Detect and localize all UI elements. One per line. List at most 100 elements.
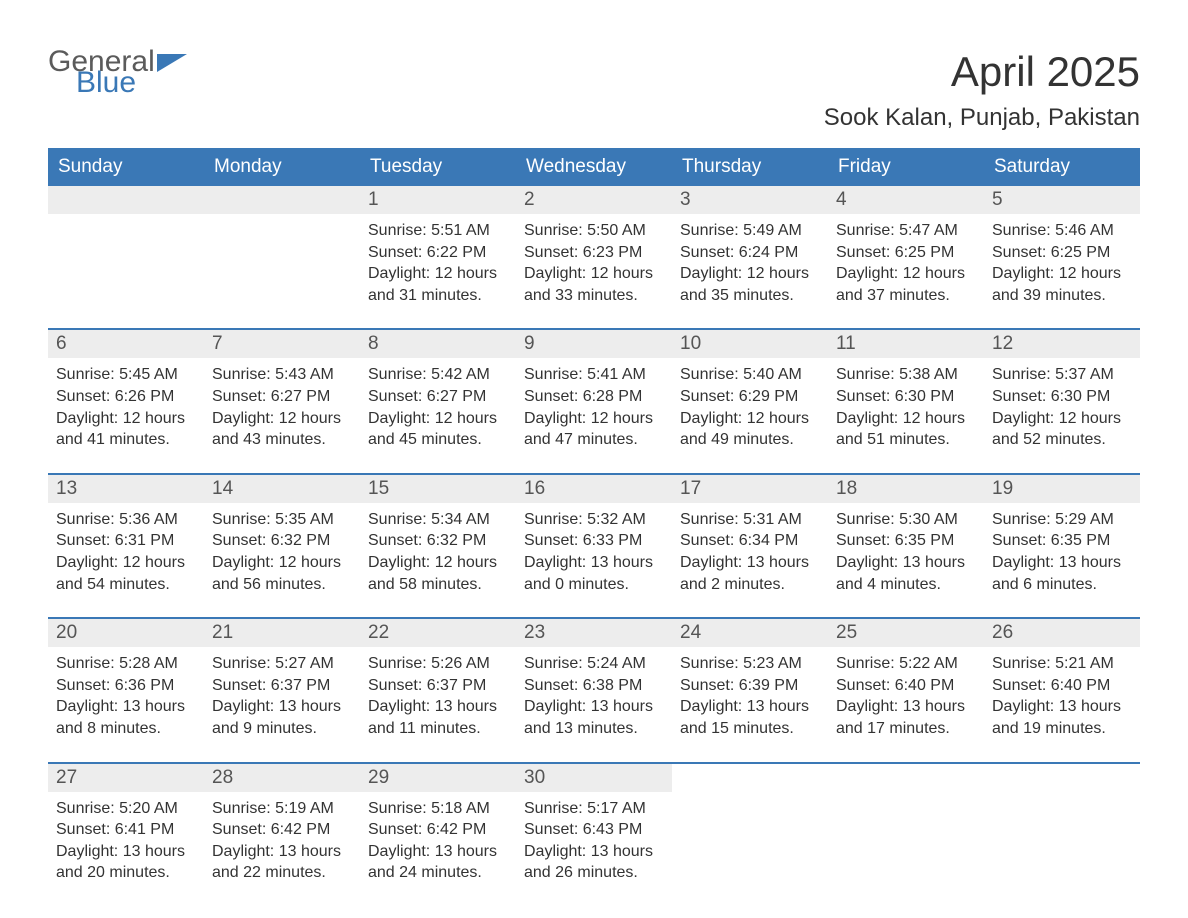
calendar-day: 21Sunrise: 5:27 AMSunset: 6:37 PMDayligh… [204,619,360,761]
day-body: Sunrise: 5:19 AMSunset: 6:42 PMDaylight:… [204,792,360,906]
day-sunrise: Sunrise: 5:32 AM [524,509,664,531]
day-dl1: Daylight: 13 hours [524,841,664,863]
calendar-day: 5Sunrise: 5:46 AMSunset: 6:25 PMDaylight… [984,186,1140,328]
day-body [48,214,204,314]
calendar-day: 28Sunrise: 5:19 AMSunset: 6:42 PMDayligh… [204,764,360,906]
calendar-day [204,186,360,328]
day-sunset: Sunset: 6:43 PM [524,819,664,841]
day-dl1: Daylight: 12 hours [992,263,1132,285]
day-sunrise: Sunrise: 5:31 AM [680,509,820,531]
day-dl1: Daylight: 12 hours [524,408,664,430]
day-sunset: Sunset: 6:30 PM [992,386,1132,408]
day-body: Sunrise: 5:22 AMSunset: 6:40 PMDaylight:… [828,647,984,761]
dow-sunday: Sunday [48,148,204,186]
day-sunset: Sunset: 6:36 PM [56,675,196,697]
day-dl1: Daylight: 13 hours [524,696,664,718]
calendar-day: 23Sunrise: 5:24 AMSunset: 6:38 PMDayligh… [516,619,672,761]
calendar-day: 17Sunrise: 5:31 AMSunset: 6:34 PMDayligh… [672,475,828,617]
day-number [828,764,984,792]
location-subtitle: Sook Kalan, Punjab, Pakistan [824,104,1140,132]
day-dl1: Daylight: 13 hours [992,552,1132,574]
day-body: Sunrise: 5:50 AMSunset: 6:23 PMDaylight:… [516,214,672,328]
day-dl1: Daylight: 12 hours [836,263,976,285]
day-number: 24 [672,619,828,647]
day-number: 17 [672,475,828,503]
day-sunrise: Sunrise: 5:41 AM [524,364,664,386]
day-dl1: Daylight: 12 hours [368,263,508,285]
day-dl1: Daylight: 13 hours [524,552,664,574]
day-sunrise: Sunrise: 5:22 AM [836,653,976,675]
day-sunrise: Sunrise: 5:30 AM [836,509,976,531]
day-number: 11 [828,330,984,358]
calendar-day [672,764,828,906]
calendar-week: 13Sunrise: 5:36 AMSunset: 6:31 PMDayligh… [48,473,1140,617]
day-dl2: and 2 minutes. [680,574,820,596]
day-sunset: Sunset: 6:40 PM [836,675,976,697]
day-sunrise: Sunrise: 5:45 AM [56,364,196,386]
calendar-day: 26Sunrise: 5:21 AMSunset: 6:40 PMDayligh… [984,619,1140,761]
day-sunrise: Sunrise: 5:35 AM [212,509,352,531]
day-body: Sunrise: 5:34 AMSunset: 6:32 PMDaylight:… [360,503,516,617]
day-number [48,186,204,214]
day-dl2: and 54 minutes. [56,574,196,596]
day-body: Sunrise: 5:49 AMSunset: 6:24 PMDaylight:… [672,214,828,328]
day-body: Sunrise: 5:32 AMSunset: 6:33 PMDaylight:… [516,503,672,617]
dow-saturday: Saturday [984,148,1140,186]
day-sunrise: Sunrise: 5:46 AM [992,220,1132,242]
day-body: Sunrise: 5:20 AMSunset: 6:41 PMDaylight:… [48,792,204,906]
calendar-day: 27Sunrise: 5:20 AMSunset: 6:41 PMDayligh… [48,764,204,906]
day-sunset: Sunset: 6:42 PM [212,819,352,841]
day-body: Sunrise: 5:36 AMSunset: 6:31 PMDaylight:… [48,503,204,617]
day-sunset: Sunset: 6:40 PM [992,675,1132,697]
day-body: Sunrise: 5:37 AMSunset: 6:30 PMDaylight:… [984,358,1140,472]
day-dl2: and 51 minutes. [836,429,976,451]
day-body: Sunrise: 5:21 AMSunset: 6:40 PMDaylight:… [984,647,1140,761]
day-number: 30 [516,764,672,792]
day-number: 3 [672,186,828,214]
day-number: 8 [360,330,516,358]
day-sunset: Sunset: 6:35 PM [836,530,976,552]
day-dl1: Daylight: 12 hours [524,263,664,285]
day-sunset: Sunset: 6:37 PM [368,675,508,697]
day-number: 10 [672,330,828,358]
calendar-day: 14 Sunrise: 5:35 AMSunset: 6:32 PMDayligh… [204,475,360,617]
day-sunrise: Sunrise: 5:49 AM [680,220,820,242]
day-number: 12 [984,330,1140,358]
day-sunrise: Sunrise: 5:19 AM [212,798,352,820]
calendar-day: 15Sunrise: 5:34 AMSunset: 6:32 PMDayligh… [360,475,516,617]
day-dl1: Daylight: 12 hours [212,552,352,574]
day-number [984,764,1140,792]
day-sunset: Sunset: 6:27 PM [212,386,352,408]
day-sunset: Sunset: 6:25 PM [992,242,1132,264]
day-sunset: Sunset: 6:41 PM [56,819,196,841]
day-sunrise: Sunrise: 5:34 AM [368,509,508,531]
day-dl2: and 8 minutes. [56,718,196,740]
calendar-week: 20Sunrise: 5:28 AMSunset: 6:36 PMDayligh… [48,617,1140,761]
logo-text-blue: Blue [76,69,187,96]
day-sunset: Sunset: 6:34 PM [680,530,820,552]
day-sunset: Sunset: 6:32 PM [212,530,352,552]
day-sunset: Sunset: 6:31 PM [56,530,196,552]
day-sunrise: Sunrise: 5:50 AM [524,220,664,242]
day-number [672,764,828,792]
day-sunrise: Sunrise: 5:29 AM [992,509,1132,531]
day-body: Sunrise: 5:46 AMSunset: 6:25 PMDaylight:… [984,214,1140,328]
day-sunset: Sunset: 6:28 PM [524,386,664,408]
day-number: 22 [360,619,516,647]
calendar-day: 3Sunrise: 5:49 AMSunset: 6:24 PMDaylight… [672,186,828,328]
calendar-day: 29Sunrise: 5:18 AMSunset: 6:42 PMDayligh… [360,764,516,906]
day-number: 14 [204,475,360,503]
day-sunrise: Sunrise: 5:27 AM [212,653,352,675]
day-number: 28 [204,764,360,792]
day-body: Sunrise: 5:24 AMSunset: 6:38 PMDaylight:… [516,647,672,761]
calendar-day: 4Sunrise: 5:47 AMSunset: 6:25 PMDaylight… [828,186,984,328]
calendar-day: 6Sunrise: 5:45 AMSunset: 6:26 PMDaylight… [48,330,204,472]
day-body: Sunrise: 5:42 AMSunset: 6:27 PMDaylight:… [360,358,516,472]
day-sunrise: Sunrise: 5:47 AM [836,220,976,242]
day-number: 25 [828,619,984,647]
day-body: Sunrise: 5:29 AMSunset: 6:35 PMDaylight:… [984,503,1140,617]
day-number: 20 [48,619,204,647]
calendar-day: 8Sunrise: 5:42 AMSunset: 6:27 PMDaylight… [360,330,516,472]
day-sunset: Sunset: 6:26 PM [56,386,196,408]
day-number: 19 [984,475,1140,503]
